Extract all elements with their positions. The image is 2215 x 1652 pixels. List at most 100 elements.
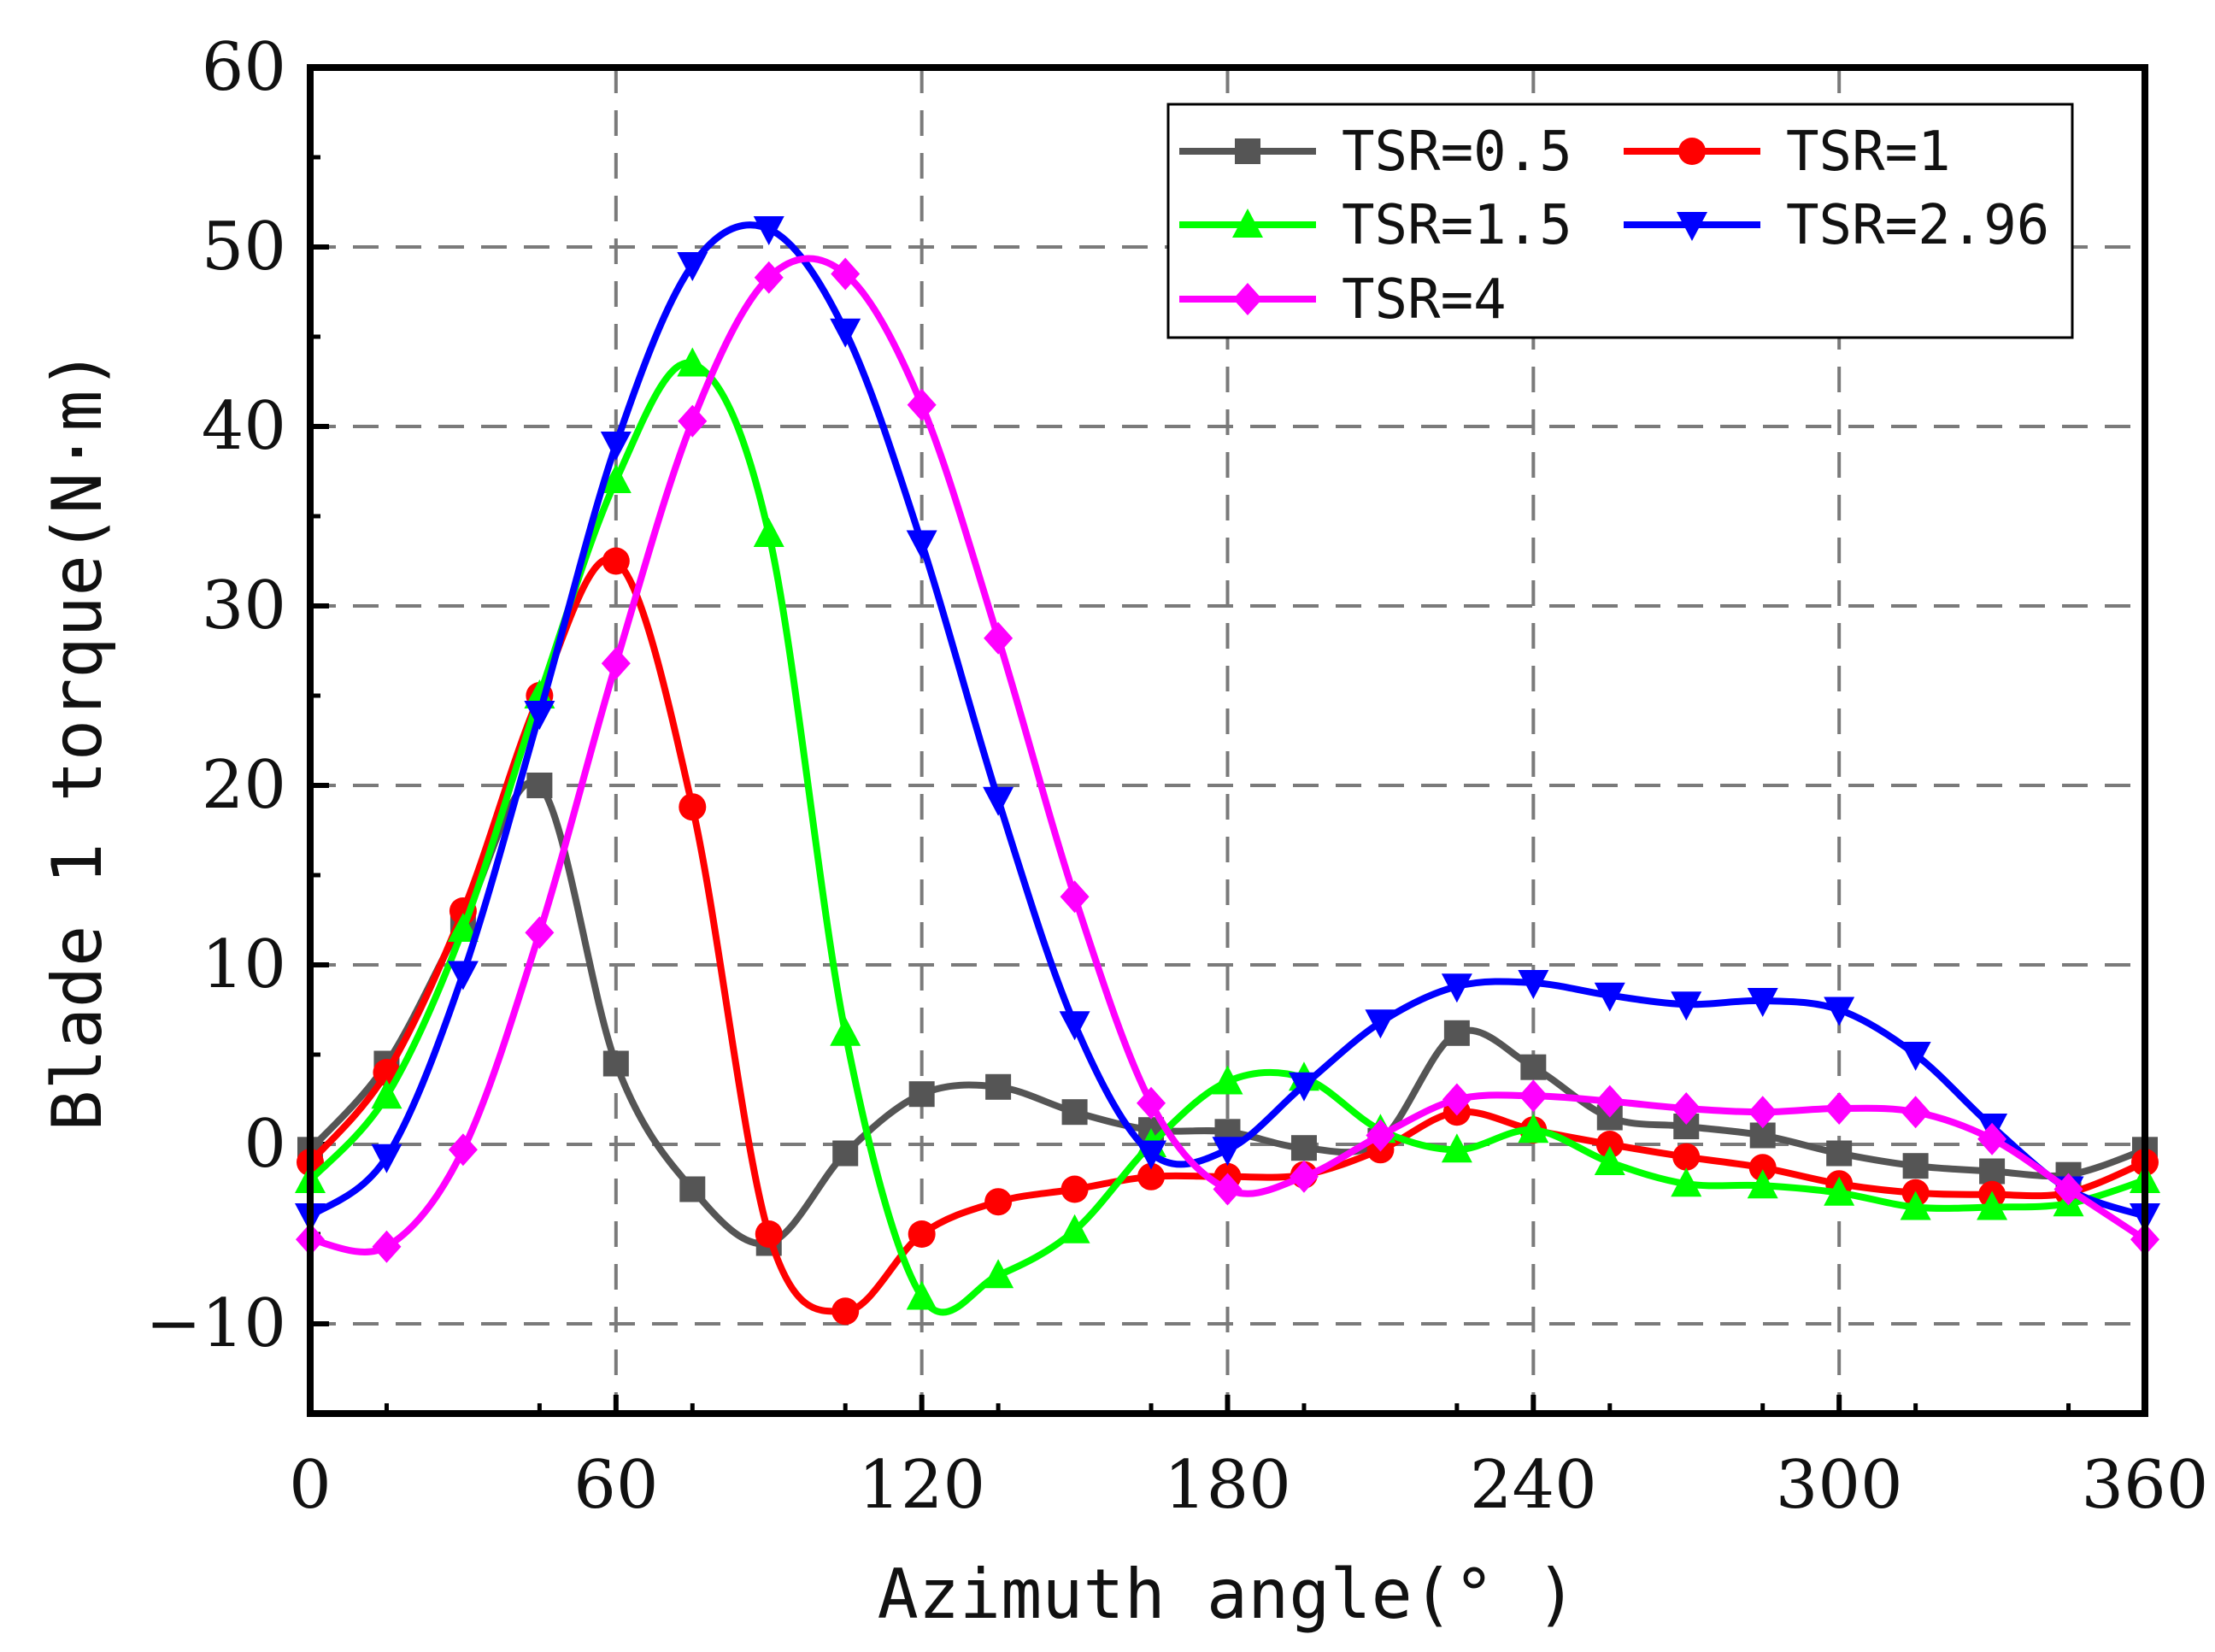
data-point (600, 464, 632, 493)
legend-marker (1235, 138, 1260, 164)
data-point (755, 1220, 783, 1248)
data-point (1290, 1135, 1317, 1161)
y-tick-label: 20 (202, 747, 286, 824)
data-point (985, 1073, 1012, 1100)
data-point (1213, 1173, 1243, 1206)
data-point (1671, 991, 1702, 1021)
y-tick-label: 30 (202, 567, 286, 644)
data-point (372, 1230, 402, 1263)
data-point (1212, 1065, 1243, 1095)
data-point (1366, 1119, 1395, 1152)
data-point (1672, 1143, 1701, 1171)
y-tick-label: 50 (202, 209, 286, 285)
data-point (448, 1133, 478, 1167)
legend-marker (1232, 209, 1263, 238)
series-layer (295, 216, 2160, 1326)
data-point (677, 252, 708, 281)
x-tick-label: 60 (573, 1447, 658, 1524)
data-point (1977, 1122, 2007, 1155)
data-point (678, 404, 708, 438)
data-point (1672, 1092, 1701, 1125)
legend: TSR=0.5 TSR=1 TSR=1.5 TSR=2.96 TSR=4 (1166, 103, 2074, 339)
x-tick-label: 180 (1164, 1447, 1291, 1524)
data-point (907, 388, 937, 421)
data-point (1137, 1162, 1166, 1190)
data-point (1518, 970, 1549, 999)
data-point (601, 647, 631, 680)
y-tick-label: 60 (202, 29, 286, 106)
legend-marker (1233, 283, 1262, 315)
data-point (1902, 1153, 1929, 1179)
x-tick-label: 360 (2082, 1447, 2209, 1524)
series-line (307, 255, 2148, 1255)
data-point (1594, 1146, 1625, 1175)
y-tick-label: 0 (244, 1106, 286, 1183)
y-tick-label: 10 (202, 926, 286, 1003)
data-point (371, 1079, 402, 1109)
data-point (602, 547, 630, 575)
data-point (1061, 1099, 1088, 1126)
x-tick-label: 120 (858, 1447, 985, 1524)
data-point (1059, 1214, 1090, 1243)
data-point (1747, 988, 1778, 1017)
data-point (1441, 973, 1472, 1003)
data-point (1671, 1167, 1702, 1197)
data-point (1136, 1140, 1167, 1170)
data-point (983, 1259, 1014, 1289)
data-point (1747, 1169, 1778, 1199)
data-point (906, 530, 937, 560)
data-point (1441, 1133, 1472, 1163)
data-point (984, 621, 1013, 655)
data-point (1594, 982, 1625, 1012)
legend-marker (1677, 212, 1707, 241)
data-point (526, 773, 553, 798)
legend-item: TSR=1 (1624, 121, 1951, 184)
data-point (1824, 1176, 1855, 1206)
data-point (754, 261, 784, 294)
data-point (831, 1297, 860, 1326)
data-point (1212, 1137, 1243, 1167)
plot-frame (307, 64, 2148, 1417)
data-point (371, 1143, 402, 1173)
data-point (1059, 1011, 1090, 1041)
x-axis-title: Azimuth angle(° ) (878, 1555, 1578, 1634)
legend-marker (1678, 138, 1706, 165)
data-point (830, 1016, 861, 1046)
data-point (1442, 1083, 1472, 1116)
data-point (1977, 1190, 2008, 1220)
data-point (677, 347, 708, 377)
data-point (2053, 1173, 2083, 1206)
y-tick-label: 40 (202, 388, 286, 465)
data-point (1137, 1086, 1166, 1120)
data-point (906, 1280, 937, 1310)
data-point (1900, 1042, 1931, 1071)
data-point (984, 1188, 1013, 1216)
data-point (1365, 1009, 1396, 1039)
data-point (753, 518, 784, 547)
x-tick-label: 0 (289, 1447, 332, 1524)
data-point (1520, 1054, 1547, 1080)
legend-label: TSR=4 (1342, 268, 1507, 332)
x-tick-label: 240 (1470, 1447, 1597, 1524)
data-point (1901, 1096, 1930, 1129)
data-point (525, 916, 555, 949)
y-tick-label: −10 (145, 1285, 286, 1362)
data-point (1288, 1072, 1319, 1102)
legend-item: TSR=2.96 (1624, 194, 2049, 257)
data-point (447, 961, 479, 991)
data-point (447, 913, 479, 942)
data-point (1979, 1158, 2006, 1185)
data-point (679, 793, 707, 821)
data-point (908, 1081, 935, 1108)
data-point (1826, 1140, 1853, 1167)
legend-label: TSR=2.96 (1786, 194, 2049, 257)
legend-item: TSR=1.5 (1179, 194, 1572, 257)
data-point (1060, 1175, 1089, 1203)
legend-label: TSR=1 (1786, 121, 1951, 184)
data-point (1443, 1020, 1470, 1046)
data-point (1060, 880, 1090, 914)
data-point (1824, 1092, 1854, 1125)
legend-box (1166, 103, 2074, 339)
data-point (1289, 1160, 1319, 1193)
